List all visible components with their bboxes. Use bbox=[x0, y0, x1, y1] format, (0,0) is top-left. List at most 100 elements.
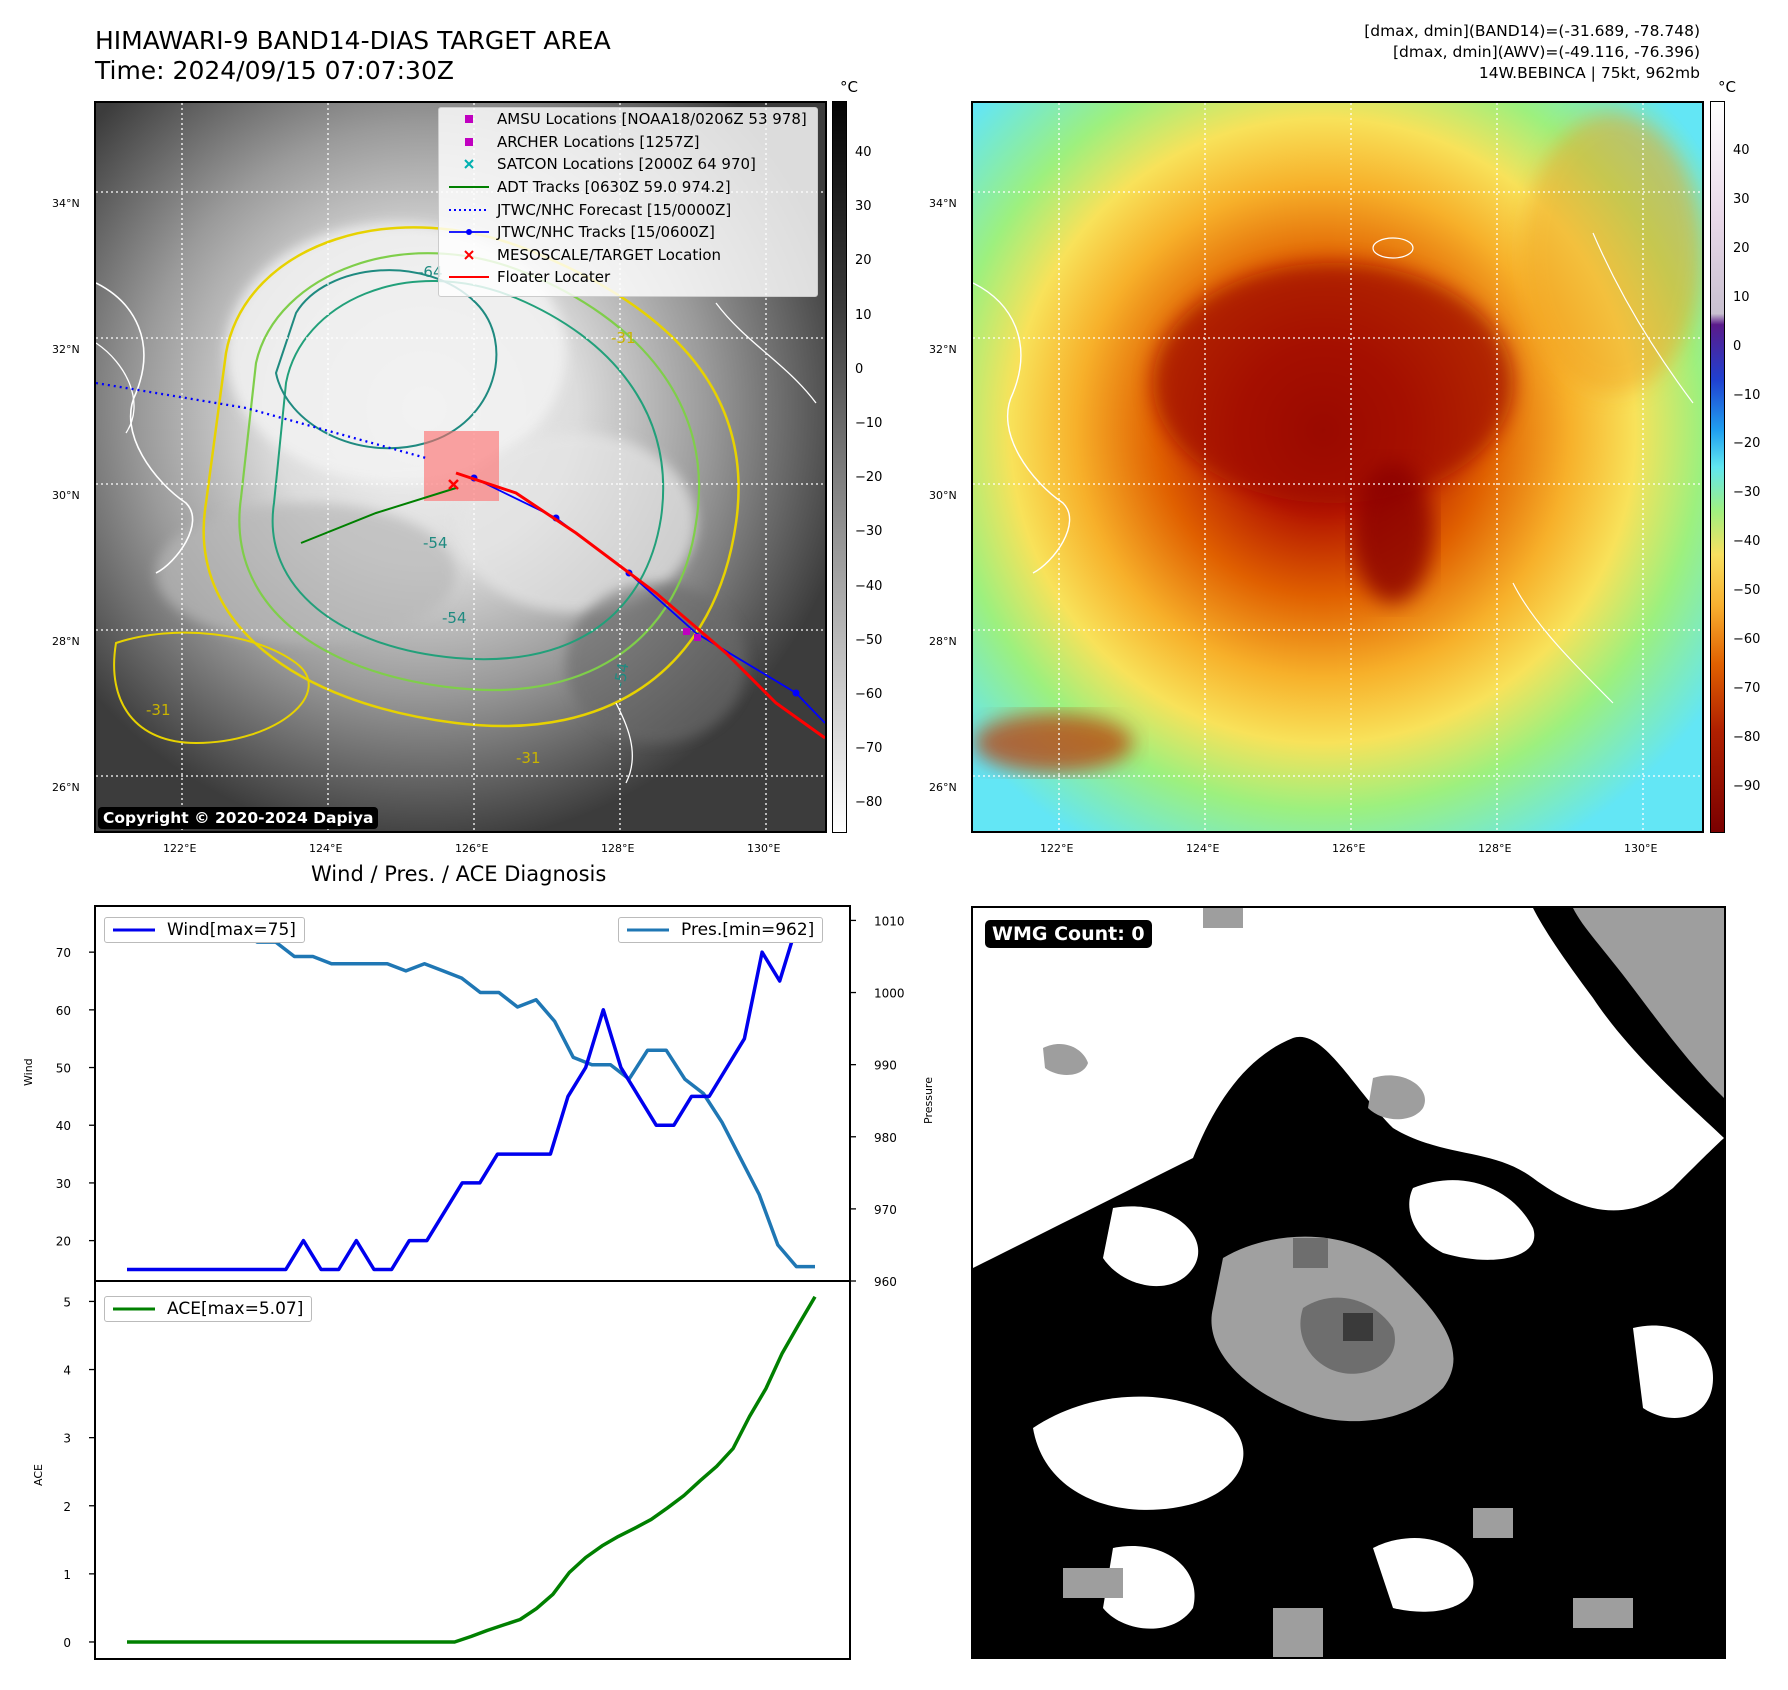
colorbar-unit: °C bbox=[840, 78, 858, 96]
colorbar-tick-label: −30 bbox=[1733, 485, 1761, 501]
colorbar-tick-label: −10 bbox=[855, 416, 883, 431]
map-legend: AMSU Locations [NOAA18/0206Z 53 978] ARC… bbox=[438, 107, 818, 297]
wind-series-line bbox=[127, 921, 815, 1272]
lon-label: 122°E bbox=[163, 842, 197, 855]
storm-info: 14W.BEBINCA | 75kt, 962mb bbox=[1478, 64, 1700, 82]
colorbar-tick-label: −40 bbox=[1733, 534, 1761, 550]
contour-label: -54 bbox=[610, 661, 632, 688]
lon-label: 128°E bbox=[601, 842, 635, 855]
mesoscale-marker bbox=[448, 479, 459, 490]
lat-label: 32°N bbox=[929, 343, 957, 356]
wind-axis-tick-label: 50 bbox=[56, 1062, 71, 1076]
color-colorbar bbox=[1710, 101, 1725, 833]
colorbar-tick-label: −20 bbox=[855, 470, 883, 486]
ace-axis-tick-label: 0 bbox=[63, 1636, 71, 1650]
wind-axis-tick-label: 30 bbox=[56, 1177, 71, 1191]
colorbar-tick-label: −70 bbox=[855, 741, 883, 757]
colorbar-tick-label: −50 bbox=[1733, 583, 1761, 599]
ace-axis-tick-label: 4 bbox=[63, 1364, 71, 1378]
ace-axis-tick-label: 5 bbox=[63, 1295, 71, 1309]
colorbar-tick-label: −40 bbox=[855, 578, 883, 594]
ace-axis-tick-label: 3 bbox=[63, 1432, 71, 1446]
wind-axis-tick-label: 40 bbox=[56, 1119, 71, 1133]
ace-series-line bbox=[127, 1295, 817, 1644]
lat-label: 28°N bbox=[929, 635, 957, 648]
lat-label: 26°N bbox=[929, 781, 957, 794]
legend-item: MESOSCALE/TARGET Location bbox=[439, 244, 817, 267]
adt-track-line bbox=[300, 487, 457, 544]
ace-legend: ACE[max=5.07] bbox=[104, 1296, 313, 1322]
lon-label: 126°E bbox=[455, 842, 489, 855]
pressure-axis-tick-label: 1010 bbox=[874, 914, 905, 928]
colorbar-tick-label: −90 bbox=[1733, 778, 1761, 794]
pressure-axis-tick-label: 990 bbox=[874, 1059, 897, 1073]
lat-label: 30°N bbox=[52, 489, 80, 502]
map-gridlines bbox=[973, 103, 1702, 831]
lat-label: 34°N bbox=[929, 197, 957, 210]
colorbar-tick-label: −70 bbox=[1733, 680, 1761, 696]
amsu-marker bbox=[683, 628, 690, 635]
legend-item: JTWC/NHC Forecast [15/0000Z] bbox=[449, 200, 732, 219]
diagnosis-title: Wind / Pres. / ACE Diagnosis bbox=[311, 862, 607, 886]
pressure-axis-tick-label: 980 bbox=[874, 1131, 897, 1145]
ace-axes-frame bbox=[94, 1280, 851, 1660]
legend-item: JTWC/NHC Tracks [15/0600Z] bbox=[439, 221, 817, 244]
color-ir-map-panel bbox=[971, 101, 1704, 833]
lon-label: 122°E bbox=[1040, 842, 1074, 855]
ace-axis-tick-label: 1 bbox=[63, 1568, 71, 1582]
legend-item: AMSU Locations [NOAA18/0206Z 53 978] bbox=[439, 108, 817, 131]
lat-label: 26°N bbox=[52, 781, 80, 794]
colorbar-tick-label: 0 bbox=[855, 361, 864, 377]
figure-title: HIMAWARI-9 BAND14-DIAS TARGET AREA bbox=[95, 26, 611, 55]
legend-item: ARCHER Locations [1257Z] bbox=[439, 131, 817, 154]
floater-locater-line bbox=[455, 471, 825, 740]
wmg-image bbox=[973, 908, 1724, 1657]
wind-axis-tick-label: 60 bbox=[56, 1004, 71, 1018]
band14-range: [dmax, dmin](BAND14)=(-31.689, -78.748) bbox=[1364, 22, 1700, 40]
wind-axis-tick-label: 20 bbox=[56, 1235, 71, 1249]
contour-label: -31 bbox=[611, 329, 636, 347]
colorbar-tick-label: 30 bbox=[1733, 191, 1750, 207]
contour-label: -64 bbox=[418, 263, 443, 281]
colorbar-tick-label: −60 bbox=[1733, 632, 1761, 647]
contour-label: -54 bbox=[442, 609, 467, 627]
lat-label: 30°N bbox=[929, 489, 957, 502]
lon-label: 130°E bbox=[747, 842, 781, 855]
colorbar-tick-label: −50 bbox=[855, 632, 883, 648]
colorbar-tick-label: 40 bbox=[855, 145, 872, 160]
lon-label: 124°E bbox=[1186, 842, 1220, 855]
contour-label: -31 bbox=[146, 701, 171, 719]
pressure-axis-tick-label: 1000 bbox=[874, 987, 905, 1001]
legend-item: Floater Locater bbox=[449, 268, 611, 287]
colorbar-tick-label: 20 bbox=[855, 253, 872, 269]
colorbar-tick-label: −80 bbox=[855, 795, 883, 811]
colorbar-tick-label: 10 bbox=[855, 307, 872, 323]
colorbar-tick-label: 30 bbox=[855, 199, 872, 215]
pressure-axis-tick-label: 960 bbox=[874, 1275, 897, 1289]
lon-label: 124°E bbox=[309, 842, 343, 855]
color-ir-map-image bbox=[973, 103, 1702, 831]
contour-label: -54 bbox=[423, 534, 448, 552]
wmg-count-badge: WMG Count: 0 bbox=[985, 920, 1152, 948]
awv-range: [dmax, dmin](AWV)=(-49.116, -76.396) bbox=[1393, 43, 1700, 61]
wind-pressure-axes-frame bbox=[94, 905, 851, 1282]
colorbar-tick-label: −30 bbox=[855, 524, 883, 540]
colorbar-tick-label: −10 bbox=[1733, 387, 1761, 403]
colorbar-tick-label: 40 bbox=[1733, 143, 1750, 158]
pressure-legend: Pres.[min=962] bbox=[618, 917, 824, 943]
figure-time: Time: 2024/09/15 07:07:30Z bbox=[95, 56, 454, 85]
colorbar-tick-label: 10 bbox=[1733, 289, 1750, 305]
jtwc-forecast-line bbox=[96, 381, 427, 460]
wind-legend: Wind[max=75] bbox=[104, 917, 305, 943]
lon-label: 128°E bbox=[1478, 842, 1512, 855]
colorbar-tick-label: 20 bbox=[1733, 240, 1750, 256]
lon-label: 126°E bbox=[1332, 842, 1366, 855]
pressure-axis-tick-label: 970 bbox=[874, 1203, 897, 1217]
wind-axis-tick-label: 70 bbox=[56, 946, 71, 960]
lat-label: 34°N bbox=[52, 197, 80, 210]
copyright-badge: Copyright © 2020-2024 Dapiya bbox=[98, 807, 379, 829]
ir-map-panel: -64 -54 -54 -31 -31 -31 -54 AMSU Locatio… bbox=[94, 101, 827, 833]
lat-label: 28°N bbox=[52, 635, 80, 648]
colorbar-tick-label: −60 bbox=[855, 687, 883, 702]
legend-item: ADT Tracks [0630Z 59.0 974.2] bbox=[449, 178, 731, 197]
